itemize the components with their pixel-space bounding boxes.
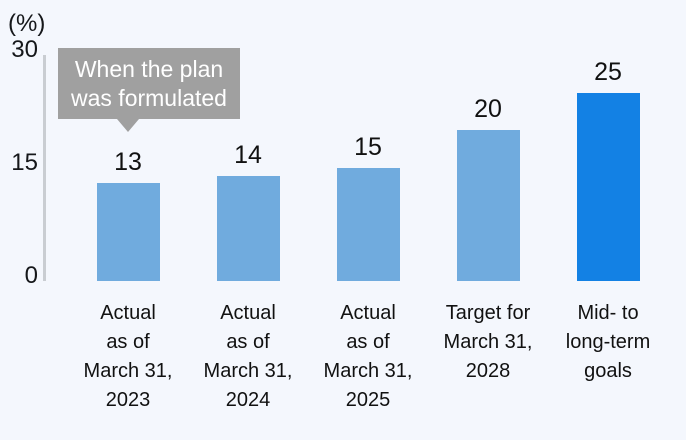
plot-area: 13 14 15 20 25 (68, 0, 668, 281)
bar-group: 13 (68, 148, 188, 281)
bar-group: 15 (308, 133, 428, 281)
bar-category-label: Mid- to long-term goals (565, 302, 651, 382)
bar (576, 92, 640, 281)
bar-value-label: 14 (234, 140, 262, 169)
callout-text: When the plan was formulated (71, 55, 227, 111)
bar-category-label: Actual as of March 31, 2023 (83, 302, 173, 411)
bar-value-label: 25 (594, 57, 622, 86)
bar (216, 175, 280, 281)
y-axis-line (43, 55, 46, 281)
bar-group: 20 (428, 95, 548, 281)
bar-value-label: 13 (114, 148, 142, 177)
bar (96, 183, 160, 281)
callout-pointer-icon (117, 119, 139, 132)
callout: When the plan was formulated (58, 48, 240, 132)
bar-category-label: Target for March 31, 2028 (443, 302, 533, 382)
bar-category-label: Actual as of March 31, 2025 (323, 302, 413, 411)
bar-group: 25 (548, 58, 668, 281)
bar-group: 14 (188, 140, 308, 281)
bar (456, 130, 520, 281)
y-tick-label: 0 (24, 262, 38, 289)
bar-value-label: 15 (354, 133, 382, 161)
bar (336, 168, 400, 281)
unit-label: (%) (8, 10, 46, 37)
bar-category-label: Actual as of March 31, 2024 (203, 302, 293, 411)
y-tick-label: 30 (11, 36, 38, 63)
bar-value-label: 20 (474, 95, 502, 124)
y-tick-label: 15 (11, 149, 38, 176)
category-row: Actual as of March 31, 2023 Actual as of … (68, 299, 668, 415)
